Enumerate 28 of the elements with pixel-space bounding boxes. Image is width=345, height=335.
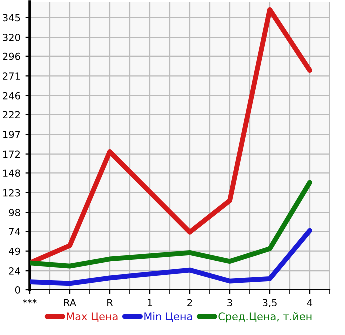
x-tick-label: 2 (188, 299, 192, 306)
y-tick-label: 296 (3, 52, 20, 60)
legend-label: Max Цена (67, 312, 118, 322)
x-tick-label: RA (64, 299, 76, 306)
y-tick-label: 271 (3, 72, 20, 80)
x-tick-label: R (108, 299, 114, 306)
x-tick-label: *** (23, 299, 37, 304)
x-tick-label: 4 (307, 299, 313, 306)
y-tick-label: 320 (3, 34, 20, 42)
y-tick-label: 0 (15, 286, 20, 294)
y-tick-label: 148 (3, 170, 20, 178)
y-tick-label: 49 (9, 248, 20, 256)
y-tick-label: 24 (9, 268, 20, 275)
y-tick-label: 246 (3, 92, 20, 100)
y-tick-label: 98 (9, 209, 20, 217)
y-tick-label: 172 (3, 150, 20, 158)
x-tick-label: 1 (148, 299, 152, 306)
y-tick-label: 74 (9, 228, 20, 236)
line-series (30, 228, 312, 286)
y-tick-label: 123 (3, 189, 20, 197)
y-tick-label: 222 (3, 111, 20, 119)
y-tick-label: 345 (3, 14, 20, 22)
x-tick-label: 3 (228, 299, 232, 307)
legend-label: Min Цена (144, 312, 192, 322)
y-tick-label: 197 (3, 131, 20, 138)
legend-label: Сред.Цена, т.йен (218, 312, 312, 323)
x-tick-label: 3,5 (263, 299, 277, 308)
line-series (30, 180, 312, 269)
